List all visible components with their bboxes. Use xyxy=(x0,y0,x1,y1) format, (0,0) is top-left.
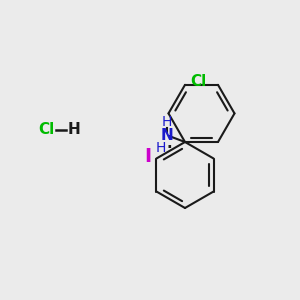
Text: H: H xyxy=(156,141,166,155)
Text: ·: · xyxy=(166,140,172,155)
Text: I: I xyxy=(144,147,152,166)
Text: H: H xyxy=(162,115,172,129)
Text: N: N xyxy=(160,128,173,143)
Text: Cl: Cl xyxy=(38,122,54,137)
Text: H: H xyxy=(68,122,81,137)
Text: Cl: Cl xyxy=(190,74,206,89)
